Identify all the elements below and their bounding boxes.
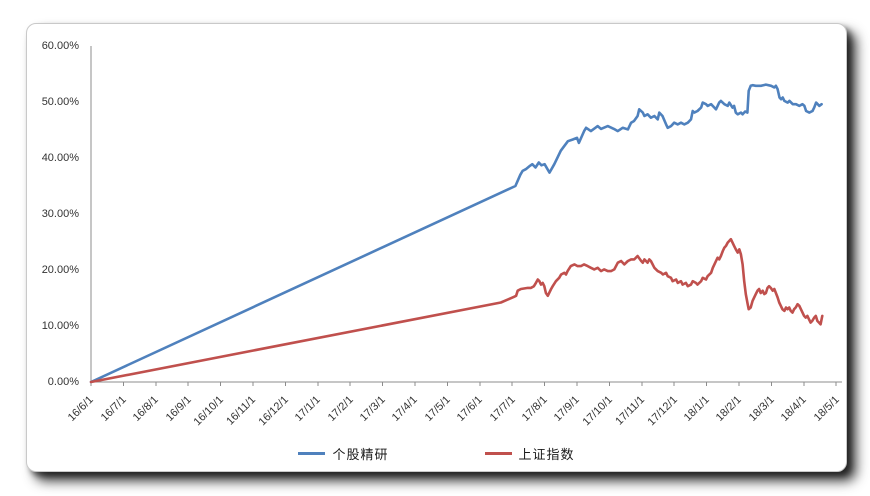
- y-axis-label: 10.00%: [41, 320, 79, 332]
- legend-line-index-icon: [484, 452, 512, 455]
- legend: 个股精研 上证指数: [27, 444, 846, 463]
- plot-area: [89, 46, 842, 386]
- legend-label-index: 上证指数: [518, 447, 575, 462]
- legend-label-fund: 个股精研: [332, 447, 389, 462]
- legend-item-fund: 个股精研: [298, 444, 388, 463]
- chart-frame: 0.00% 10.00% 20.00% 30.00% 40.00% 50.00% 60.00…: [26, 23, 847, 472]
- y-axis-label: 50.00%: [41, 96, 79, 108]
- y-axis-label: 60.00%: [41, 40, 79, 52]
- y-axis-label: 40.00%: [41, 152, 79, 164]
- y-axis-label: 30.00%: [41, 208, 79, 220]
- y-axis-label: 20.00%: [41, 264, 79, 276]
- legend-line-fund-icon: [298, 452, 326, 455]
- legend-item-index: 上证指数: [484, 444, 575, 463]
- y-axis-label: 0.00%: [47, 376, 79, 388]
